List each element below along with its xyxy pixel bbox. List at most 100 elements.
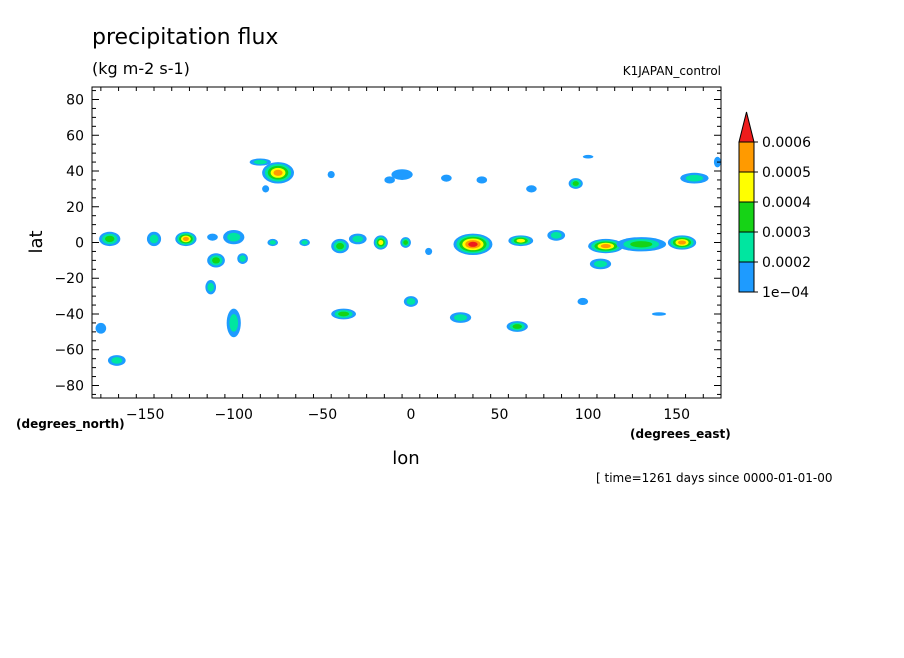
precip-feature-26 [667, 235, 697, 250]
precip-contour-level-2 [253, 159, 267, 165]
colorbar-segment [738, 171, 755, 203]
colorbar-segment [738, 201, 755, 233]
precip-feature-33 [680, 172, 709, 184]
y-tick-label: 20 [66, 200, 84, 216]
x-tick-label: 150 [663, 407, 690, 423]
precip-feature-36 [476, 176, 488, 184]
precip-contour-level-1 [327, 171, 335, 179]
y-tick-label: 0 [75, 236, 84, 252]
precip-feature-10 [226, 308, 241, 338]
precip-contour-level-1 [207, 233, 218, 241]
precip-feature-1 [249, 158, 271, 166]
precip-contour-level-4 [516, 238, 526, 243]
precip-feature-0 [262, 162, 294, 184]
precip-contour-level-1 [526, 185, 537, 193]
precip-feature-21 [508, 235, 534, 247]
precip-feature-25 [616, 237, 667, 252]
precip-feature-18 [267, 238, 279, 247]
colorbar-label: 0.0006 [762, 135, 811, 151]
precip-feature-13 [331, 308, 357, 320]
precip-contour-level-5 [273, 169, 283, 176]
colorbar-label: 0.0003 [762, 225, 811, 241]
precip-feature-41 [425, 247, 433, 256]
y-tick-label: 40 [66, 164, 84, 180]
precip-contour-level-2 [406, 298, 416, 305]
precip-contour-level-2 [227, 232, 241, 242]
x-tick-label: 0 [406, 407, 415, 423]
precip-feature-8 [237, 253, 248, 264]
colorbar-label: 1e−04 [762, 285, 809, 301]
precip-feature-30 [403, 296, 419, 307]
precip-feature-43 [262, 185, 270, 193]
precip-contour-level-4 [378, 240, 384, 245]
y-tick-label: 60 [66, 128, 84, 144]
colorbar-segment [738, 141, 755, 173]
colorbar-overflow-triangle [738, 111, 755, 143]
x-tick-label: 100 [575, 407, 602, 423]
precip-contour-level-2 [111, 357, 123, 364]
y-tick-label: −20 [54, 271, 84, 287]
precip-contour-level-3 [338, 311, 350, 317]
precip-contour-level-3 [512, 324, 522, 329]
precip-feature-42 [327, 171, 335, 179]
precip-contour-level-2 [352, 235, 364, 243]
precip-feature-7 [207, 253, 225, 268]
precip-feature-24 [588, 238, 624, 254]
precip-feature-28 [506, 321, 528, 332]
precip-feature-27 [589, 258, 612, 270]
precip-contour-level-2 [207, 282, 214, 292]
dataset-label: K1JAPAN_control [623, 64, 721, 78]
chart-title: precipitation flux [92, 25, 278, 50]
precip-feature-17 [400, 237, 411, 248]
precip-contour-level-6 [468, 241, 478, 247]
x-tick-label: −100 [215, 407, 253, 423]
precip-contour-level-2 [301, 240, 308, 245]
precip-feature-3 [99, 231, 121, 247]
precip-feature-20 [453, 233, 493, 256]
precip-feature-31 [391, 169, 413, 180]
precip-contour-level-5 [600, 244, 611, 249]
precip-contour-level-3 [572, 181, 579, 186]
precip-feature-12 [107, 355, 126, 366]
x-tick-label: −50 [308, 407, 338, 423]
precip-feature-5 [223, 229, 245, 245]
precip-contour-level-1 [95, 322, 107, 334]
colorbar-label: 0.0004 [762, 195, 811, 211]
precip-feature-11 [95, 322, 107, 334]
precip-feature-32 [384, 176, 395, 184]
precip-feature-9 [205, 280, 217, 295]
precip-feature-19 [299, 238, 310, 247]
precip-feature-6 [207, 233, 218, 241]
precip-contour-level-3 [403, 240, 408, 245]
precip-contour-level-2 [229, 314, 239, 332]
precip-feature-4 [146, 231, 162, 247]
precip-feature-23 [568, 178, 583, 189]
colorbar-label: 0.0005 [762, 165, 811, 181]
precip-feature-2 [175, 231, 197, 247]
precip-contour-level-1 [582, 154, 594, 159]
axis-tick-labels: −150 −100 −50 0 50 100 150 80 60 40 20 0 −20 −40 −60 −8… [54, 93, 690, 423]
precip-contour-level-1 [577, 297, 589, 306]
precip-feature-39 [651, 312, 667, 316]
y-tick-label: −80 [54, 378, 84, 394]
colorbar-segment [738, 231, 755, 263]
x-tick-label: 50 [491, 407, 509, 423]
precip-contour-level-1 [384, 176, 395, 184]
colorbar-label: 0.0002 [762, 255, 811, 271]
precip-contour-level-1 [441, 174, 452, 182]
y-tick-label: −60 [54, 343, 84, 359]
contour-field [95, 154, 722, 366]
precip-contour-level-3 [336, 242, 344, 250]
y-units-label: (degrees_north) [16, 417, 125, 432]
colorbar-segment [738, 261, 755, 293]
precip-contour-level-1 [425, 247, 433, 256]
precip-contour-level-1 [476, 176, 488, 184]
precip-contour-level-2 [149, 234, 159, 244]
precip-contour-level-1 [651, 312, 667, 316]
time-label: [ time=1261 days since 0000-01-01-00 [596, 471, 832, 485]
precip-contour-level-2 [269, 240, 276, 245]
y-tick-label: −40 [54, 307, 84, 323]
precip-contour-level-5 [677, 240, 687, 245]
